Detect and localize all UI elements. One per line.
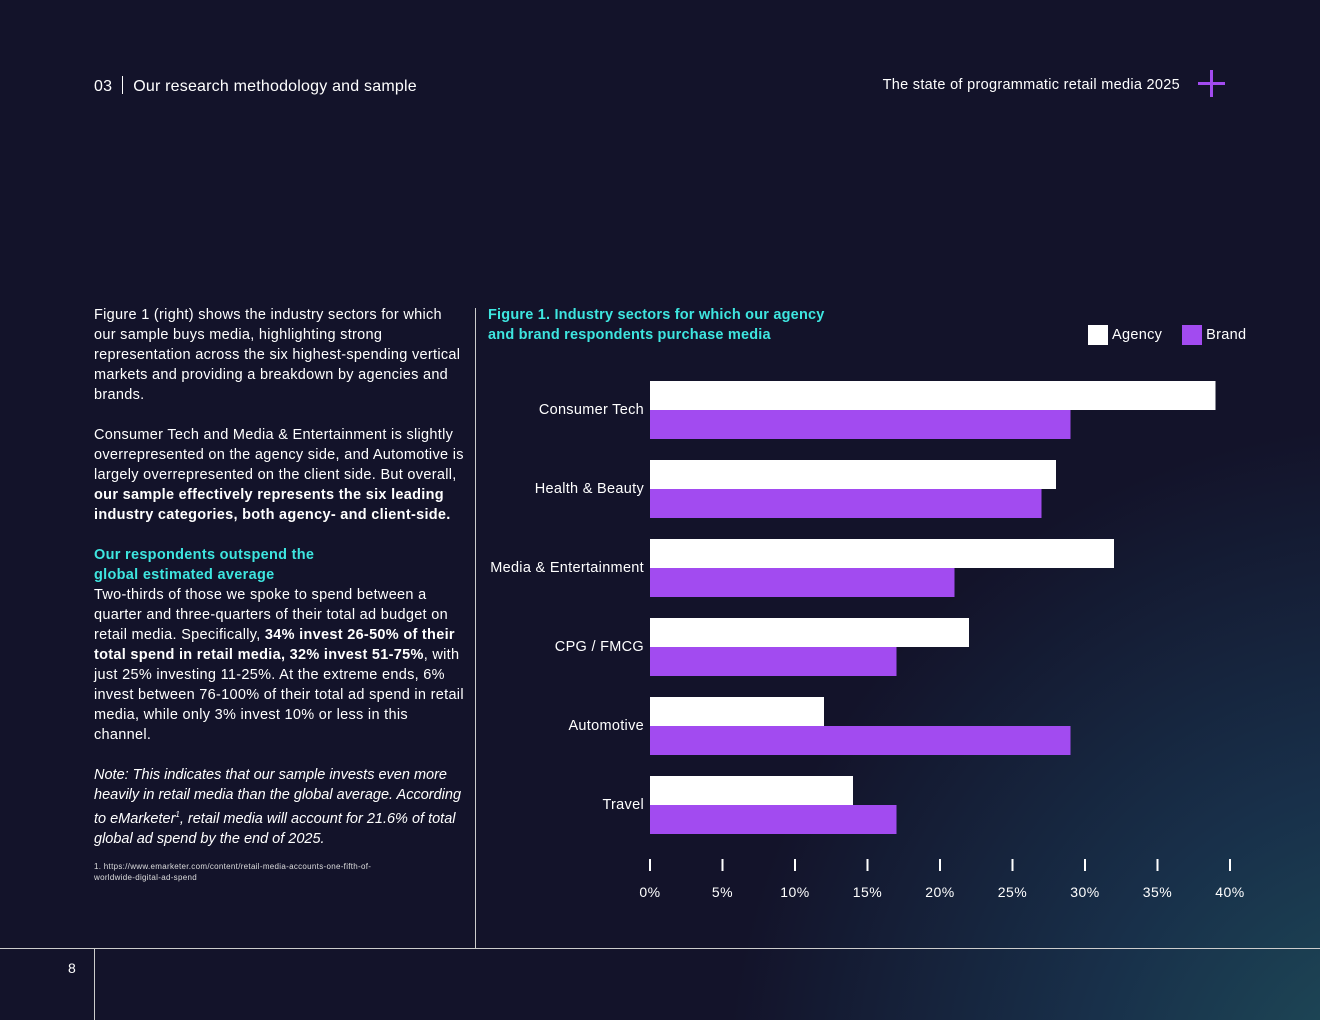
section-number: 03 <box>94 78 113 95</box>
bar-agency <box>650 381 1216 410</box>
footer-divider-vertical <box>94 949 95 1020</box>
bar-brand <box>650 647 897 676</box>
category-label: Health & Beauty <box>535 481 645 497</box>
category-label: Automotive <box>568 718 644 734</box>
x-tick-label: 20% <box>925 884 955 900</box>
footnote: 1. https://www.emarketer.com/content/ret… <box>94 861 372 882</box>
category-label: CPG / FMCG <box>555 639 644 655</box>
x-tick-label: 30% <box>1070 884 1100 900</box>
document-title: The state of programmatic retail media 2… <box>882 77 1180 93</box>
legend-label-brand: Brand <box>1206 327 1247 343</box>
bar-brand <box>650 726 1071 755</box>
column-divider <box>475 308 476 948</box>
text: Consumer Tech and Media & Entertainment … <box>94 427 464 483</box>
footnote-ref: 1 <box>175 810 180 819</box>
bar-brand <box>650 568 955 597</box>
page-number: 8 <box>68 960 76 976</box>
body-text: Figure 1 (right) shows the industry sect… <box>94 305 466 883</box>
chart-legend: Agency Brand <box>1088 325 1246 345</box>
x-tick-label: 5% <box>712 884 733 900</box>
x-tick-label: 25% <box>998 884 1028 900</box>
x-tick-label: 40% <box>1215 884 1245 900</box>
bar-agency <box>650 697 824 726</box>
chart-title: Figure 1. Industry sectors for which our… <box>488 307 825 343</box>
legend-swatch-agency <box>1088 325 1108 345</box>
bar-agency <box>650 460 1056 489</box>
paragraph-representation: Consumer Tech and Media & Entertainment … <box>94 425 466 525</box>
text: , retail media will account for 21.6% of… <box>94 810 456 847</box>
paragraph-spend: Our respondents outspend the global esti… <box>94 545 466 745</box>
subheading: Our respondents outspend the global esti… <box>94 547 315 583</box>
text: Two-thirds of those we spoke to spend be… <box>94 587 448 643</box>
footer-divider <box>0 948 1320 949</box>
bold-text: our sample effectively represents the si… <box>94 487 451 523</box>
bar-brand <box>650 805 897 834</box>
bar-brand <box>650 410 1071 439</box>
bar-agency <box>650 539 1114 568</box>
legend-swatch-brand <box>1182 325 1203 345</box>
category-label: Consumer Tech <box>539 402 644 418</box>
x-tick-label: 0% <box>639 884 660 900</box>
bar-brand <box>650 489 1042 518</box>
section-header: 03 Our research methodology and sample <box>94 76 417 96</box>
plus-icon <box>1198 70 1225 97</box>
legend-label-agency: Agency <box>1112 327 1163 343</box>
section-title: Our research methodology and sample <box>133 78 417 95</box>
bold-text: 34% invest 26-50% of their total spend i… <box>94 627 455 663</box>
x-tick-label: 15% <box>853 884 883 900</box>
divider <box>122 76 124 94</box>
x-tick-label: 10% <box>780 884 810 900</box>
bar-agency <box>650 776 853 805</box>
text: , with just 25% investing 11-25%. At the… <box>94 647 464 743</box>
paragraph-intro: Figure 1 (right) shows the industry sect… <box>94 307 461 403</box>
category-label: Travel <box>602 797 644 813</box>
note: Note: This indicates that our sample inv… <box>94 765 466 849</box>
category-label: Media & Entertainment <box>490 560 644 576</box>
x-tick-label: 35% <box>1143 884 1173 900</box>
bar-agency <box>650 618 969 647</box>
text: Note: This indicates that our sample inv… <box>94 767 462 827</box>
